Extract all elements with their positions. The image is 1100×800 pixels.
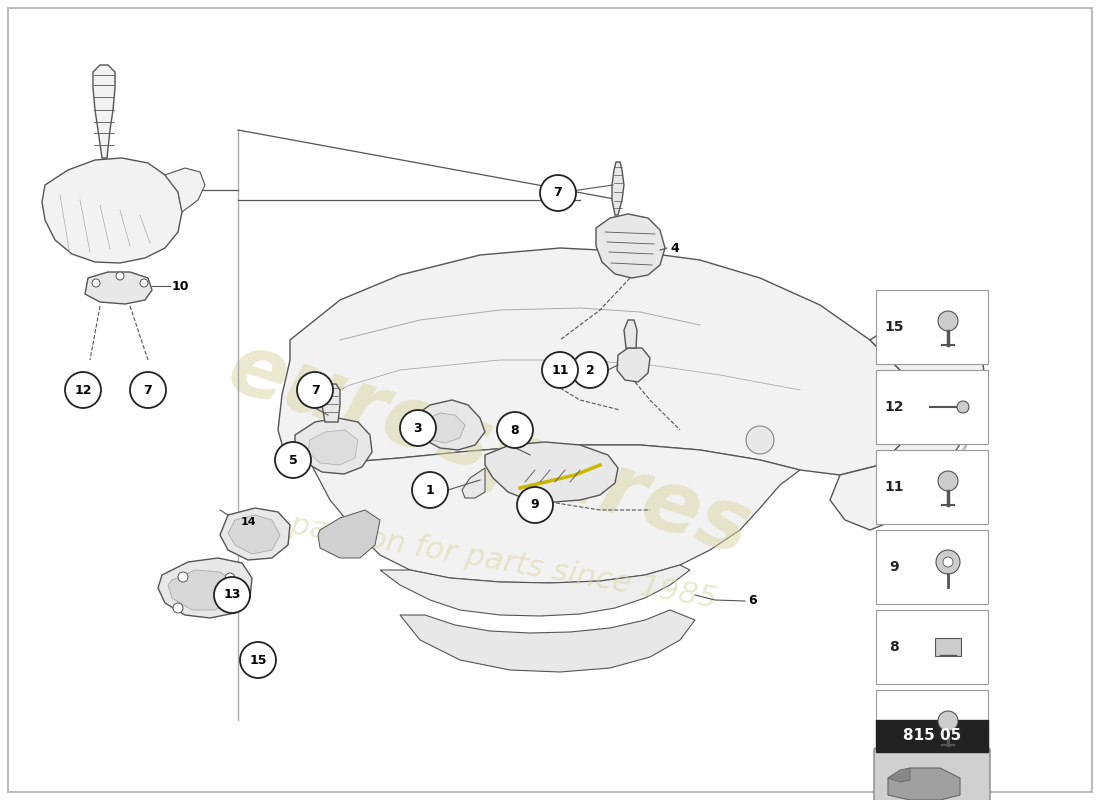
Polygon shape <box>322 384 340 422</box>
FancyBboxPatch shape <box>876 450 988 524</box>
Circle shape <box>130 372 166 408</box>
Text: 815 05: 815 05 <box>903 729 961 743</box>
FancyBboxPatch shape <box>876 370 988 444</box>
Polygon shape <box>278 248 915 475</box>
Circle shape <box>542 352 578 388</box>
Polygon shape <box>888 768 910 782</box>
Circle shape <box>226 573 235 583</box>
Circle shape <box>65 372 101 408</box>
Circle shape <box>140 279 148 287</box>
FancyBboxPatch shape <box>876 530 988 604</box>
Circle shape <box>497 412 534 448</box>
FancyBboxPatch shape <box>876 290 988 364</box>
Text: 2: 2 <box>585 363 594 377</box>
Polygon shape <box>612 162 624 215</box>
Polygon shape <box>310 445 800 583</box>
Text: 7: 7 <box>553 186 562 199</box>
Circle shape <box>92 279 100 287</box>
Polygon shape <box>165 168 205 212</box>
Polygon shape <box>318 510 380 558</box>
Polygon shape <box>295 418 372 474</box>
Text: a passion for parts since 1985: a passion for parts since 1985 <box>261 506 719 614</box>
Circle shape <box>957 401 969 413</box>
Circle shape <box>297 372 333 408</box>
Polygon shape <box>412 400 485 450</box>
Text: 7: 7 <box>144 383 153 397</box>
Text: 11: 11 <box>551 363 569 377</box>
Text: 13: 13 <box>223 589 241 602</box>
Circle shape <box>116 272 124 280</box>
Circle shape <box>214 577 250 613</box>
Circle shape <box>938 471 958 491</box>
Text: 10: 10 <box>172 279 189 293</box>
FancyBboxPatch shape <box>876 720 988 752</box>
FancyBboxPatch shape <box>935 638 961 656</box>
Circle shape <box>400 410 436 446</box>
Text: 12: 12 <box>884 400 904 414</box>
Polygon shape <box>308 430 358 465</box>
Polygon shape <box>830 310 984 530</box>
Text: 8: 8 <box>889 640 899 654</box>
Text: 9: 9 <box>889 560 899 574</box>
Text: 14: 14 <box>240 517 256 527</box>
Text: 12: 12 <box>75 383 91 397</box>
Polygon shape <box>158 558 252 618</box>
Circle shape <box>412 472 448 508</box>
Circle shape <box>936 550 960 574</box>
FancyBboxPatch shape <box>876 690 988 764</box>
Polygon shape <box>220 508 290 560</box>
Polygon shape <box>617 348 650 382</box>
Circle shape <box>226 602 235 612</box>
Circle shape <box>240 642 276 678</box>
Circle shape <box>938 311 958 331</box>
Polygon shape <box>42 158 182 263</box>
Polygon shape <box>424 413 465 443</box>
Circle shape <box>943 557 953 567</box>
Polygon shape <box>462 468 485 498</box>
FancyBboxPatch shape <box>8 8 1092 792</box>
Circle shape <box>572 352 608 388</box>
FancyBboxPatch shape <box>876 610 988 684</box>
Polygon shape <box>596 214 666 278</box>
Circle shape <box>178 572 188 582</box>
Polygon shape <box>379 565 690 616</box>
Text: 7: 7 <box>310 383 319 397</box>
Text: 8: 8 <box>510 423 519 437</box>
Polygon shape <box>485 442 618 502</box>
Circle shape <box>517 487 553 523</box>
Polygon shape <box>94 65 115 158</box>
Text: eurospares: eurospares <box>218 326 761 574</box>
Text: 4: 4 <box>670 242 679 254</box>
Polygon shape <box>624 320 637 348</box>
Text: 5: 5 <box>288 454 297 466</box>
Circle shape <box>746 426 774 454</box>
Polygon shape <box>85 272 152 304</box>
Text: 15: 15 <box>250 654 266 666</box>
Text: 7: 7 <box>889 720 899 734</box>
Polygon shape <box>888 768 960 800</box>
Circle shape <box>540 175 576 211</box>
Circle shape <box>173 603 183 613</box>
Text: 6: 6 <box>748 594 757 607</box>
Polygon shape <box>168 570 235 610</box>
Text: 11: 11 <box>884 480 904 494</box>
Circle shape <box>275 442 311 478</box>
Text: 9: 9 <box>530 498 539 511</box>
Text: 3: 3 <box>414 422 422 434</box>
Polygon shape <box>228 515 280 554</box>
Text: 15: 15 <box>884 320 904 334</box>
Text: 1: 1 <box>426 483 434 497</box>
Circle shape <box>938 711 958 731</box>
Polygon shape <box>400 610 695 672</box>
FancyBboxPatch shape <box>874 748 990 800</box>
